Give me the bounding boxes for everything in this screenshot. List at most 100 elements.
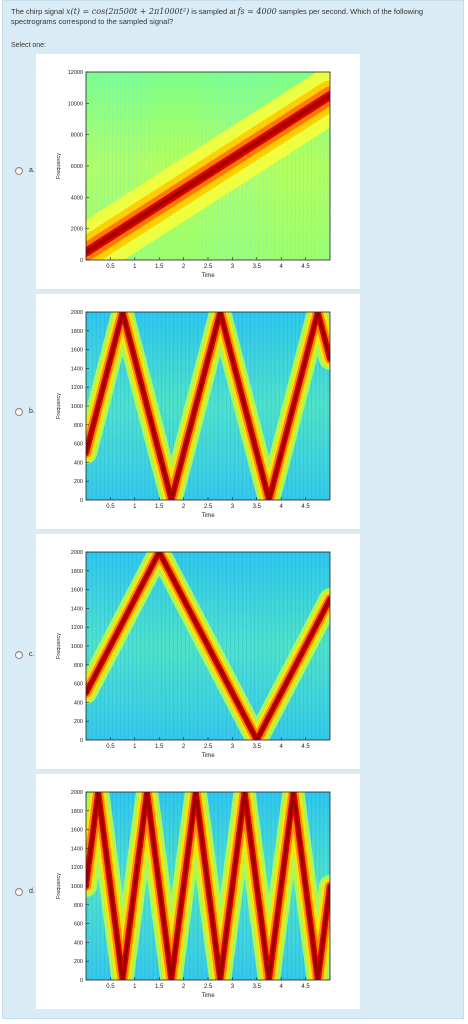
option-a[interactable]: a. 0.5 1 1.5 2 2.5 3 3.5 4 4.5 0 2000 4000 6000 8000 1… — [11, 54, 463, 289]
x-axis-label: Time — [201, 993, 215, 999]
x-tick-label: 3 — [231, 744, 235, 750]
x-tick-label: 4.5 — [301, 504, 310, 510]
plot-area — [86, 312, 330, 500]
y-tick-label: 1000 — [71, 404, 83, 410]
x-tick-label: 4.5 — [301, 744, 310, 750]
y-tick-label: 1800 — [71, 329, 83, 335]
y-tick-label: 2000 — [71, 310, 83, 316]
y-tick-label: 0 — [80, 738, 83, 744]
x-tick-label: 1.5 — [155, 504, 164, 510]
y-tick-label: 200 — [74, 959, 83, 965]
y-tick-label: 1400 — [71, 366, 83, 372]
question-suffix: samples per second. Which of the followi… — [11, 7, 424, 26]
plot-area — [86, 552, 330, 740]
y-tick-label: 2000 — [71, 227, 83, 233]
option-d[interactable]: d. 0.5 1 1.5 2 2.5 3 3.5 4 4.5 0 200 400 600 800 1000 1… — [11, 774, 463, 1009]
x-tick-label: 1.5 — [155, 984, 164, 990]
y-tick-label: 0 — [80, 498, 83, 504]
y-tick-label: 0 — [80, 978, 83, 984]
question-text: The chirp signal x(t) = cos(2π500t + 2π1… — [11, 7, 459, 27]
option-label-b: b. — [29, 408, 35, 415]
y-tick-label: 1400 — [71, 606, 83, 612]
x-tick-label: 4.5 — [301, 264, 310, 270]
x-tick-label: 4.5 — [301, 984, 310, 990]
x-tick-label: 2.5 — [204, 984, 213, 990]
x-tick-label: 2.5 — [204, 264, 213, 270]
x-axis-label: Time — [201, 513, 215, 519]
x-tick-label: 3 — [231, 504, 235, 510]
y-tick-label: 6000 — [71, 164, 83, 170]
x-tick-label: 2 — [182, 264, 186, 270]
plot-area — [86, 792, 330, 980]
y-tick-label: 1000 — [71, 644, 83, 650]
x-tick-label: 4 — [280, 984, 284, 990]
option-c[interactable]: c. 0.5 1 1.5 2 2.5 3 3.5 4 4.5 0 200 400 600 800 1000 1… — [11, 534, 463, 769]
x-tick-label: 1.5 — [155, 744, 164, 750]
select-one-label: Select one: — [11, 42, 47, 49]
x-tick-label: 1 — [133, 984, 137, 990]
question-prefix: The chirp signal — [11, 7, 67, 16]
x-tick-label: 1 — [133, 744, 137, 750]
x-tick-label: 3 — [231, 264, 235, 270]
x-tick-label: 3.5 — [253, 744, 262, 750]
x-axis-label: Time — [201, 753, 215, 759]
option-label-a: a. — [29, 167, 35, 174]
option-label-c: c. — [29, 651, 35, 658]
x-tick-label: 4 — [280, 504, 284, 510]
x-tick-label: 2 — [182, 984, 186, 990]
y-tick-label: 1600 — [71, 348, 83, 354]
y-tick-label: 12000 — [68, 70, 83, 76]
y-axis-label: Frequency — [56, 153, 62, 179]
y-tick-label: 2000 — [71, 790, 83, 796]
x-tick-label: 2.5 — [204, 504, 213, 510]
y-tick-label: 1200 — [71, 625, 83, 631]
y-axis-label: Frequency — [56, 393, 62, 419]
y-tick-label: 400 — [74, 940, 83, 946]
y-axis-label: Frequency — [56, 633, 62, 659]
x-tick-label: 1.5 — [155, 264, 164, 270]
y-tick-label: 2000 — [71, 550, 83, 556]
y-tick-label: 600 — [74, 682, 83, 688]
spectrogram-c: 0.5 1 1.5 2 2.5 3 3.5 4 4.5 0 200 400 600 800 1000 1200… — [36, 534, 360, 769]
frequency-track — [86, 93, 330, 255]
spectrogram-d-plot: 0.5 1 1.5 2 2.5 3 3.5 4 4.5 0 200 400 600 800 1000 1200… — [56, 790, 331, 999]
x-tick-label: 0.5 — [106, 744, 115, 750]
y-tick-label: 600 — [74, 922, 83, 928]
y-tick-label: 800 — [74, 903, 83, 909]
radio-b[interactable] — [15, 408, 23, 416]
y-tick-label: 10000 — [68, 101, 83, 107]
y-tick-label: 1000 — [71, 884, 83, 890]
x-tick-label: 3.5 — [253, 504, 262, 510]
y-tick-label: 200 — [74, 719, 83, 725]
y-tick-label: 1200 — [71, 385, 83, 391]
x-tick-label: 3.5 — [253, 984, 262, 990]
y-axis-label: Frequency — [56, 873, 62, 899]
option-label-d: d. — [29, 888, 35, 895]
radio-a[interactable] — [15, 167, 23, 175]
radio-d[interactable] — [15, 888, 23, 896]
spectrogram-a: 0.5 1 1.5 2 2.5 3 3.5 4 4.5 0 2000 4000 6000 8000 1000… — [36, 54, 360, 289]
option-b[interactable]: b. 0.5 1 1.5 2 2.5 3 3.5 4 4.5 0 200 400 600 800 1000 1… — [11, 294, 463, 529]
spectrogram-b-plot: 0.5 1 1.5 2 2.5 3 3.5 4 4.5 0 200 400 600 800 1000 1200… — [56, 310, 331, 519]
y-tick-label: 0 — [80, 258, 83, 264]
y-tick-label: 8000 — [71, 133, 83, 139]
x-tick-label: 1 — [133, 264, 137, 270]
y-tick-label: 1800 — [71, 809, 83, 815]
x-tick-label: 0.5 — [106, 504, 115, 510]
y-tick-label: 1600 — [71, 828, 83, 834]
y-tick-label: 400 — [74, 700, 83, 706]
spectrogram-d: 0.5 1 1.5 2 2.5 3 3.5 4 4.5 0 200 400 600 800 1000 1200… — [36, 774, 360, 1009]
sampling-rate: fs = 4000 — [237, 7, 277, 16]
y-tick-label: 4000 — [71, 195, 83, 201]
spectrogram-b: 0.5 1 1.5 2 2.5 3 3.5 4 4.5 0 200 400 600 800 1000 1200… — [36, 294, 360, 529]
y-tick-label: 1800 — [71, 569, 83, 575]
radio-c[interactable] — [15, 651, 23, 659]
x-tick-label: 3 — [231, 984, 235, 990]
y-tick-label: 800 — [74, 663, 83, 669]
x-tick-label: 0.5 — [106, 264, 115, 270]
signal-expression: x(t) = cos(2π500t + 2π1000t²) — [66, 7, 190, 16]
spectrogram-a-plot: 0.5 1 1.5 2 2.5 3 3.5 4 4.5 0 2000 4000 6000 8000 1000… — [56, 70, 331, 279]
x-tick-label: 2.5 — [204, 744, 213, 750]
x-tick-label: 3.5 — [253, 264, 262, 270]
y-tick-label: 200 — [74, 479, 83, 485]
